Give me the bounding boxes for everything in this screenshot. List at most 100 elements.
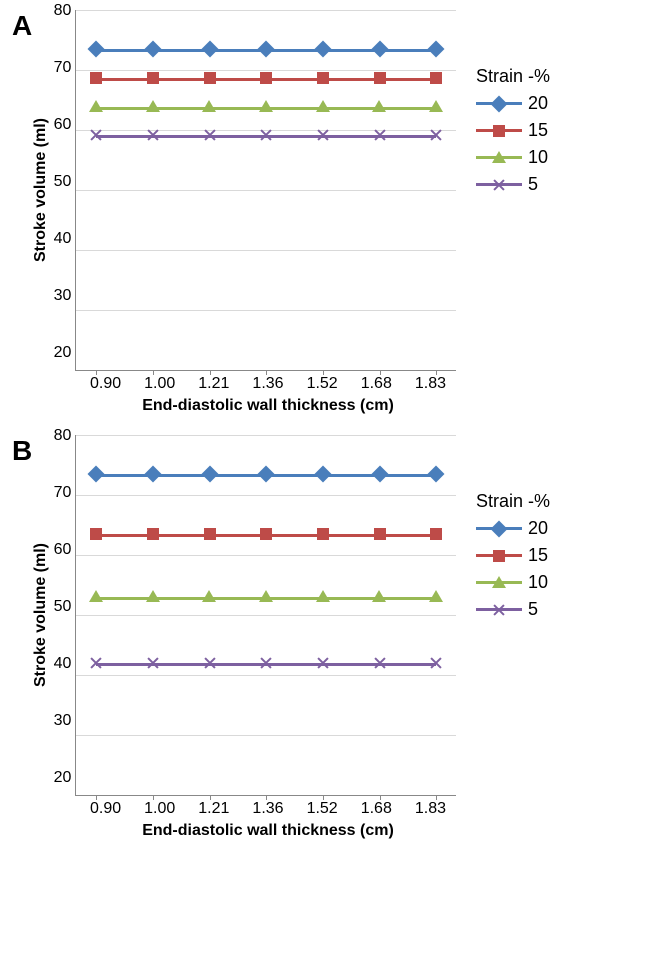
x-tick-mark — [436, 370, 437, 375]
x-tick: 1.68 — [361, 375, 392, 393]
chart-panel: BStroke volume (ml)807060504030200.901.0… — [10, 435, 648, 840]
series-marker — [317, 43, 329, 55]
series-marker — [430, 72, 442, 84]
x-tick: 1.36 — [252, 375, 283, 393]
legend-item: 5 — [476, 599, 550, 620]
y-tick: 80 — [54, 427, 72, 445]
legend: Strain -% 20 15 10 5 — [476, 66, 550, 201]
legend-swatch — [476, 549, 522, 563]
series-marker — [89, 656, 103, 670]
legend-item: 20 — [476, 93, 550, 114]
series-marker — [204, 528, 216, 540]
legend-title: Strain -% — [476, 66, 550, 87]
x-axis-label: End-diastolic wall thickness (cm) — [142, 822, 394, 840]
series-marker — [146, 128, 160, 142]
series-marker — [146, 656, 160, 670]
series-marker — [203, 656, 217, 670]
legend-label: 15 — [528, 545, 548, 566]
series-marker — [147, 72, 159, 84]
x-tick-mark — [210, 795, 211, 800]
series-marker — [203, 128, 217, 142]
series-marker — [147, 101, 159, 113]
x-tick: 0.90 — [90, 375, 121, 393]
series-marker — [317, 528, 329, 540]
grid-line — [76, 190, 456, 191]
series-marker — [260, 528, 272, 540]
series-marker — [204, 72, 216, 84]
plot-area — [75, 435, 456, 796]
series-marker — [147, 591, 159, 603]
legend-item: 15 — [476, 120, 550, 141]
y-tick: 50 — [54, 598, 72, 616]
legend-swatch — [476, 603, 522, 617]
y-tick: 60 — [54, 116, 72, 134]
x-tick-mark — [266, 370, 267, 375]
y-tick: 20 — [54, 344, 72, 362]
x-tick-mark — [380, 795, 381, 800]
y-tick: 30 — [54, 287, 72, 305]
y-axis-label: Stroke volume (ml) — [32, 543, 50, 687]
legend-label: 10 — [528, 147, 548, 168]
series-marker — [90, 72, 102, 84]
y-axis-label: Stroke volume (ml) — [32, 118, 50, 262]
series-marker — [430, 591, 442, 603]
series-marker — [374, 101, 386, 113]
grid-line — [76, 10, 456, 11]
legend-swatch — [476, 522, 522, 536]
series-marker — [317, 591, 329, 603]
series-marker — [90, 101, 102, 113]
x-tick-mark — [153, 370, 154, 375]
x-tick: 1.83 — [415, 375, 446, 393]
series-marker — [374, 72, 386, 84]
series-marker — [430, 528, 442, 540]
series-marker — [317, 72, 329, 84]
x-tick-mark — [436, 795, 437, 800]
legend-label: 20 — [528, 518, 548, 539]
panel-label: A — [12, 10, 32, 42]
y-axis-ticks: 80706050403020 — [54, 427, 76, 787]
legend-item: 10 — [476, 147, 550, 168]
series-marker — [90, 43, 102, 55]
y-tick: 70 — [54, 484, 72, 502]
x-tick-mark — [266, 795, 267, 800]
grid-line — [76, 310, 456, 311]
y-tick: 20 — [54, 769, 72, 787]
legend-item: 20 — [476, 518, 550, 539]
x-tick-mark — [323, 795, 324, 800]
chart-panel: AStroke volume (ml)807060504030200.901.0… — [10, 10, 648, 415]
y-axis-ticks: 80706050403020 — [54, 2, 76, 362]
series-marker — [90, 528, 102, 540]
x-tick: 1.68 — [361, 800, 392, 818]
x-tick-mark — [323, 370, 324, 375]
series-marker — [204, 591, 216, 603]
series-marker — [430, 468, 442, 480]
y-tick: 60 — [54, 541, 72, 559]
series-marker — [316, 128, 330, 142]
series-marker — [373, 128, 387, 142]
series-marker — [147, 468, 159, 480]
x-tick: 1.21 — [198, 375, 229, 393]
series-marker — [259, 128, 273, 142]
grid-line — [76, 250, 456, 251]
legend-swatch — [476, 124, 522, 138]
legend-label: 10 — [528, 572, 548, 593]
series-marker — [374, 468, 386, 480]
legend-label: 5 — [528, 174, 538, 195]
series-marker — [429, 656, 443, 670]
x-tick-mark — [96, 370, 97, 375]
x-tick-mark — [153, 795, 154, 800]
series-marker — [260, 72, 272, 84]
x-tick: 1.36 — [252, 800, 283, 818]
series-marker — [316, 656, 330, 670]
series-marker — [317, 101, 329, 113]
x-tick: 1.52 — [307, 800, 338, 818]
series-marker — [147, 528, 159, 540]
x-tick: 0.90 — [90, 800, 121, 818]
grid-line — [76, 495, 456, 496]
x-tick: 1.00 — [144, 375, 175, 393]
series-marker — [204, 101, 216, 113]
legend: Strain -%2015105 — [476, 491, 550, 626]
x-axis-ticks: 0.901.001.211.361.521.681.83 — [78, 371, 458, 393]
x-tick: 1.00 — [144, 800, 175, 818]
series-marker — [147, 43, 159, 55]
